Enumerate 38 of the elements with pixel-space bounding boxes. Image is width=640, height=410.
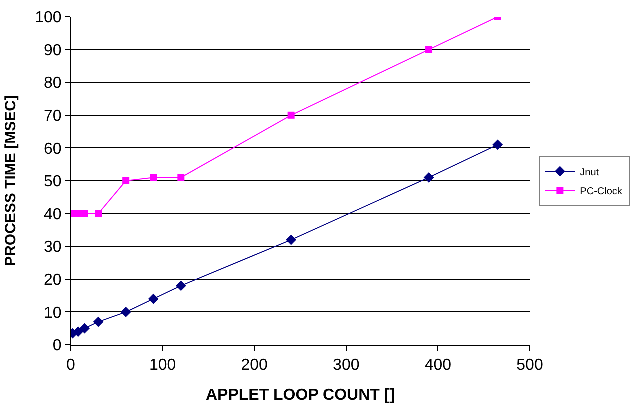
x-tick-label: 400 — [424, 357, 452, 374]
point — [81, 210, 88, 218]
y-tick-label: 70 — [44, 108, 62, 125]
x-tick-label: 200 — [241, 357, 268, 374]
y-tick-label: 40 — [44, 206, 62, 224]
point — [492, 140, 504, 150]
point — [424, 172, 434, 183]
x-axis-title: APPLET LOOP COUNT [] — [206, 386, 396, 404]
point — [426, 46, 433, 54]
point — [288, 112, 295, 119]
x-tick-label: 0 — [66, 357, 76, 374]
point — [178, 174, 185, 182]
point — [93, 316, 104, 328]
y-tick-label: 20 — [44, 272, 62, 289]
x-tick-label: 500 — [516, 357, 544, 374]
point — [286, 234, 297, 246]
x-tick-label: 300 — [333, 357, 360, 374]
y-tick-label: 10 — [44, 304, 62, 322]
y-tick-label: 80 — [44, 75, 62, 92]
point — [148, 294, 159, 304]
point — [80, 323, 90, 334]
y-tick-label: 90 — [44, 42, 62, 60]
x-tick-label: 100 — [149, 357, 176, 374]
point — [122, 178, 130, 184]
legend-label: PC-Clock — [580, 186, 624, 198]
y-tick-label: 30 — [44, 239, 62, 256]
point — [73, 326, 84, 338]
y-tick-label: 50 — [44, 174, 62, 191]
y-axis-title: PROCESS TIME [MSEC] — [2, 96, 20, 266]
y-tick-label: 60 — [44, 140, 62, 158]
y-tick-label: 0 — [52, 338, 62, 355]
point — [74, 210, 82, 218]
legend-label: Jnut — [580, 167, 600, 178]
point — [176, 280, 186, 292]
point — [150, 174, 158, 182]
point — [95, 210, 102, 218]
point — [120, 307, 132, 318]
y-tick-label: 100 — [35, 10, 62, 27]
